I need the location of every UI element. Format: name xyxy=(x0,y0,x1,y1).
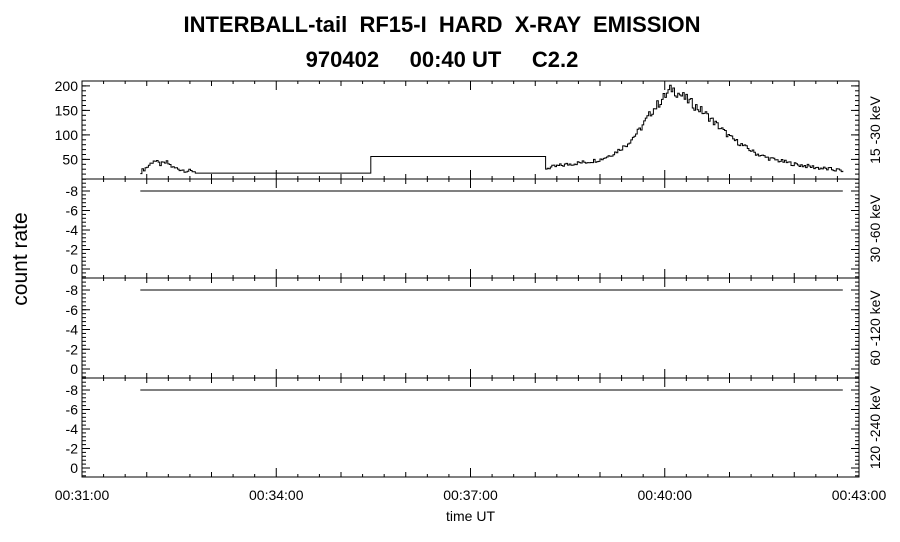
y-tick-label: 200 xyxy=(55,78,79,94)
y-tick-label: -8 xyxy=(66,183,79,199)
x-tick-label: 00:31:00 xyxy=(55,487,110,503)
y-tick-label: -6 xyxy=(66,402,79,418)
y-axis-label: count rate xyxy=(9,212,32,305)
x-tick-label: 00:40:00 xyxy=(638,487,693,503)
band-label: 120 -240 keV xyxy=(867,385,883,469)
chart-title: INTERBALL-tail RF15-I HARD X-RAY EMISSIO… xyxy=(183,12,701,37)
chart-subtitle: 970402 00:40 UT C2.2 xyxy=(305,47,579,72)
y-tick-label: 0 xyxy=(70,460,78,476)
panel-frame xyxy=(81,377,860,478)
y-tick-label: 0 xyxy=(70,361,78,377)
panel-frame xyxy=(81,178,860,279)
y-tick-label: -4 xyxy=(66,222,79,238)
panel-3 xyxy=(81,377,860,478)
y-tick-label: 150 xyxy=(55,102,79,118)
y-tick-label: -8 xyxy=(66,382,79,398)
panel-frame xyxy=(81,277,860,379)
y-tick-label: -4 xyxy=(66,421,79,437)
y-tick-label: -2 xyxy=(66,242,79,258)
y-tick-label: -6 xyxy=(66,302,79,318)
y-tick-label: -6 xyxy=(66,203,79,219)
panel-1 xyxy=(81,178,860,279)
y-tick-label: -4 xyxy=(66,322,79,338)
x-tick-label: 00:43:00 xyxy=(832,487,887,503)
band-label: 30 -60 keV xyxy=(867,194,883,262)
panel-0 xyxy=(81,80,860,180)
y-tick-label: 0 xyxy=(70,261,78,277)
x-axis-label: time UT xyxy=(446,508,495,524)
band-label: 15 -30 keV xyxy=(867,95,883,163)
band-label: 60 -120 keV xyxy=(867,290,883,366)
y-tick-label: 50 xyxy=(62,151,78,167)
panel-frame xyxy=(81,80,860,180)
x-tick-label: 00:34:00 xyxy=(249,487,304,503)
panel-2 xyxy=(81,277,860,379)
series-line xyxy=(140,84,844,175)
y-tick-label: -2 xyxy=(66,441,79,457)
y-tick-label: -2 xyxy=(66,341,79,357)
y-tick-label: -8 xyxy=(66,282,79,298)
y-tick-label: 100 xyxy=(55,127,79,143)
x-tick-label: 00:37:00 xyxy=(443,487,498,503)
